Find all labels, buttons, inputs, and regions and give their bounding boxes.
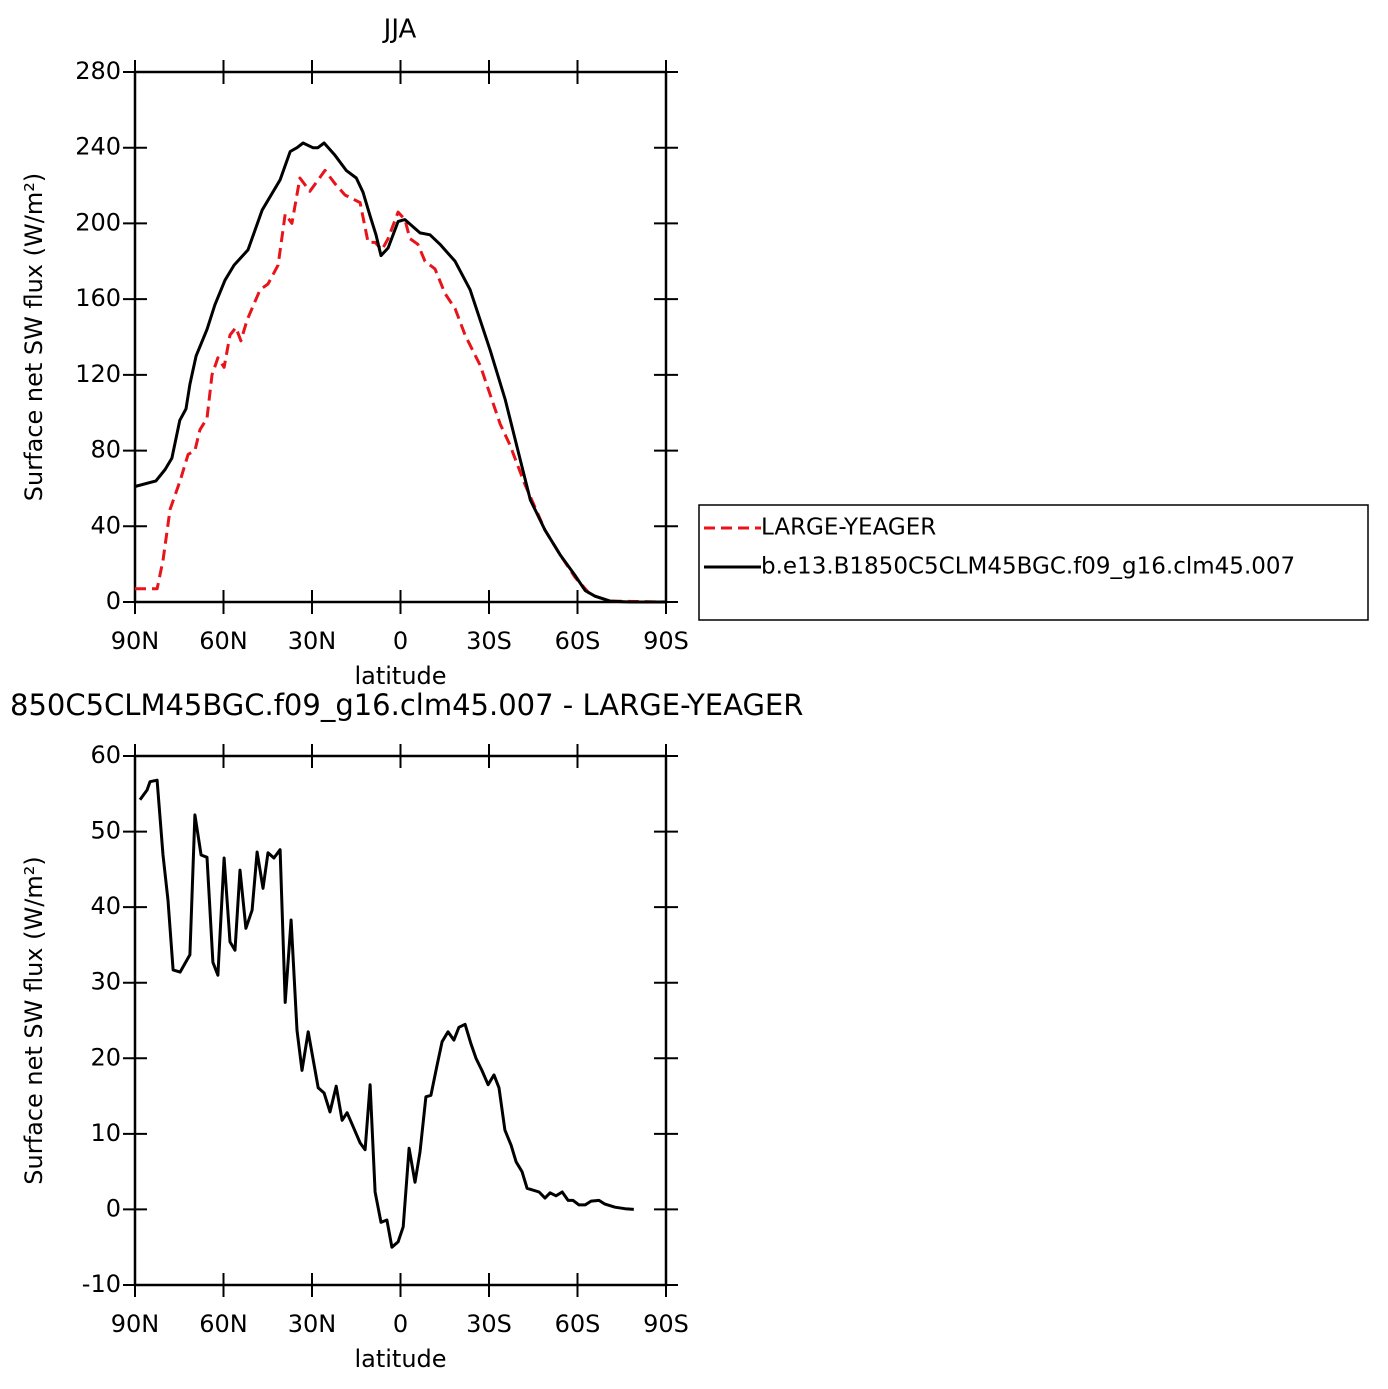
plot-frame (133, 70, 668, 604)
data-line (134, 141, 666, 604)
y-tick-label: 30 (90, 968, 121, 996)
x-axis-label: latitude (354, 662, 446, 690)
x-tick-label: 60N (199, 1310, 248, 1338)
y-tick-label: 80 (90, 436, 121, 464)
y-tick-label: 120 (75, 360, 121, 388)
x-tick-label: 90S (643, 1310, 689, 1338)
legend-box (698, 504, 1369, 621)
plot-frame (133, 754, 668, 1287)
y-tick-label: 50 (90, 817, 121, 845)
x-tick-label: 30S (466, 627, 512, 655)
y-tick-label: 0 (106, 587, 121, 615)
x-tick-label: 60N (199, 627, 248, 655)
x-tick-label: 60S (555, 1310, 601, 1338)
data-line (138, 778, 634, 1249)
x-tick-label: 60S (555, 627, 601, 655)
y-axis-label: Surface net SW flux (W/m²) (20, 856, 48, 1184)
legend-label: b.e13.B1850C5CLM45BGC.f09_g16.clm45.007 (761, 554, 1295, 580)
x-tick-label: 0 (393, 1310, 408, 1338)
x-tick-label: 30S (466, 1310, 512, 1338)
y-tick-label: 160 (75, 284, 121, 312)
y-tick-label: 40 (90, 511, 121, 539)
x-tick-label: 0 (393, 627, 408, 655)
x-tick-label: 30N (288, 627, 337, 655)
y-tick-label: 60 (90, 741, 121, 769)
y-tick-label: 20 (90, 1043, 121, 1071)
x-axis-label: latitude (354, 1345, 446, 1373)
chart-title: JJA (382, 15, 417, 45)
data-line (135, 168, 667, 604)
y-tick-label: 10 (90, 1119, 121, 1147)
y-tick-label: 240 (75, 133, 121, 161)
y-tick-label: -10 (82, 1270, 121, 1298)
chart-title: 850C5CLM45BGC.f09_g16.clm45.007 - LARGE-… (10, 688, 803, 722)
x-tick-label: 30N (288, 1310, 337, 1338)
y-tick-label: 200 (75, 208, 121, 236)
x-tick-label: 90N (111, 627, 160, 655)
x-tick-label: 90S (643, 627, 689, 655)
y-tick-label: 40 (90, 892, 121, 920)
legend-label: LARGE-YEAGER (761, 515, 936, 541)
x-tick-label: 90N (111, 1310, 160, 1338)
y-axis-label: Surface net SW flux (W/m²) (20, 173, 48, 501)
y-tick-label: 280 (75, 57, 121, 85)
y-tick-label: 0 (106, 1194, 121, 1222)
